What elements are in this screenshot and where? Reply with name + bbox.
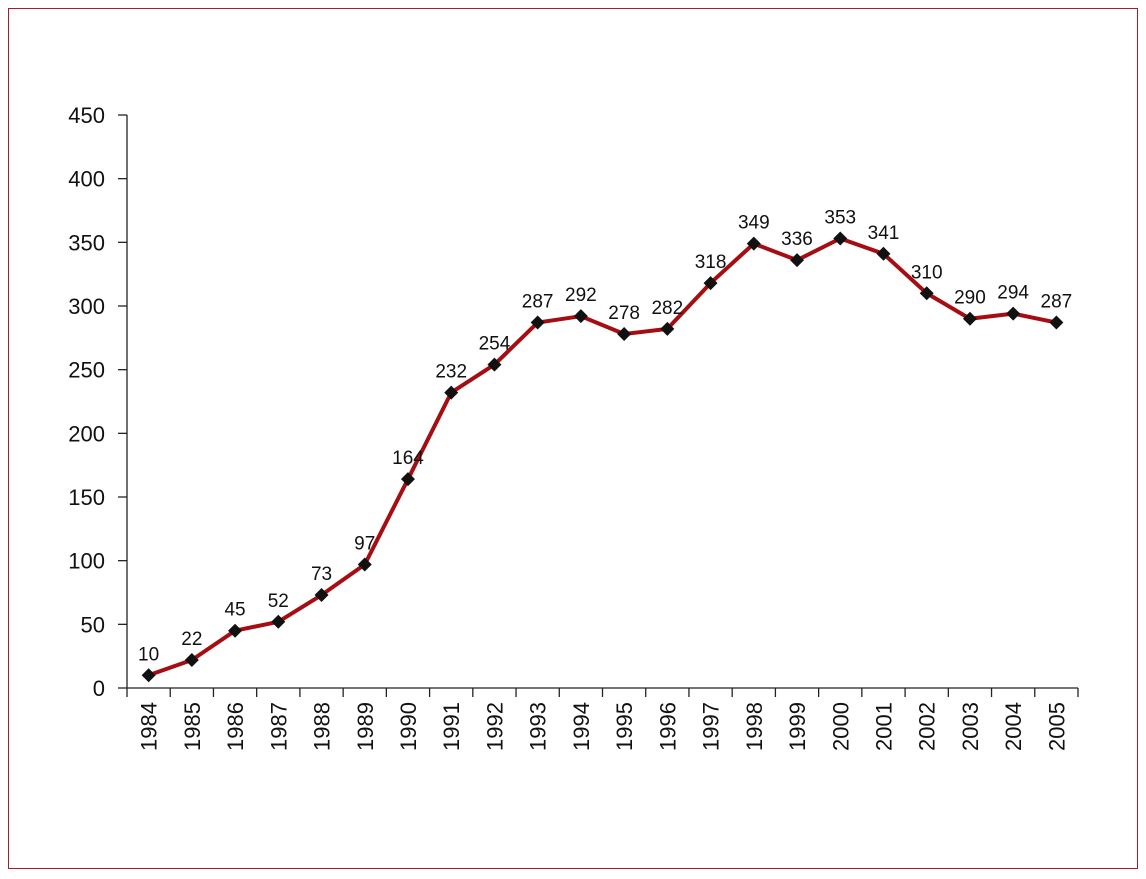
y-tick-label: 0: [93, 676, 105, 701]
data-point-marker: [833, 231, 848, 246]
data-label: 52: [268, 591, 289, 612]
x-tick-label: 1999: [785, 702, 810, 751]
x-tick-label: 2002: [915, 702, 940, 751]
y-tick-label: 100: [68, 549, 105, 574]
data-point-marker: [746, 236, 761, 251]
data-label: 294: [997, 283, 1029, 304]
data-point-marker: [573, 309, 588, 324]
data-label: 287: [522, 292, 554, 313]
x-tick-label: 1998: [742, 702, 767, 751]
x-tick-label: 1991: [439, 702, 464, 751]
data-point-marker: [184, 652, 199, 667]
x-tick-label: 1989: [353, 702, 378, 751]
x-tick-label: 1985: [180, 702, 205, 751]
data-point-marker: [1006, 306, 1021, 321]
data-label: 22: [181, 629, 202, 650]
x-tick-label: 1997: [699, 702, 724, 751]
data-label: 73: [311, 564, 332, 585]
data-point-marker: [919, 286, 934, 301]
data-label: 310: [911, 262, 943, 283]
y-tick-label: 250: [68, 358, 105, 383]
data-point-marker: [357, 557, 372, 572]
data-label: 290: [954, 288, 986, 309]
x-tick-label: 1996: [655, 702, 680, 751]
data-label: 97: [354, 533, 375, 554]
x-tick-label: 1990: [396, 702, 421, 751]
y-tick-label: 350: [68, 230, 105, 255]
data-point-marker: [314, 588, 329, 603]
x-tick-label: 1984: [137, 702, 162, 751]
data-label: 349: [738, 213, 770, 234]
x-tick-label: 1994: [569, 702, 594, 751]
data-point-marker: [617, 327, 632, 342]
data-point-marker: [703, 276, 718, 291]
data-label: 287: [1041, 292, 1073, 313]
x-tick-label: 2001: [871, 702, 896, 751]
data-point-marker: [660, 321, 675, 336]
data-label: 292: [565, 285, 597, 306]
y-tick-label: 50: [81, 612, 105, 637]
x-tick-label: 1986: [223, 702, 248, 751]
data-label: 232: [435, 362, 467, 383]
data-label: 282: [651, 298, 683, 319]
x-tick-label: 1987: [266, 702, 291, 751]
data-point-marker: [444, 385, 459, 400]
x-tick-label: 2000: [828, 702, 853, 751]
y-tick-label: 450: [68, 103, 105, 128]
data-point-marker: [400, 472, 415, 487]
data-point-marker: [962, 311, 977, 326]
data-label: 341: [868, 223, 900, 244]
y-tick-label: 300: [68, 294, 105, 319]
data-point-marker: [141, 668, 156, 683]
y-tick-label: 400: [68, 167, 105, 192]
data-point-marker: [530, 315, 545, 330]
data-label: 318: [695, 252, 727, 273]
x-tick-label: 1992: [482, 702, 507, 751]
series-line: [147, 236, 1057, 678]
x-tick-label: 1993: [526, 702, 551, 751]
data-label: 278: [608, 303, 640, 324]
y-tick-label: 150: [68, 485, 105, 510]
data-label: 336: [781, 229, 813, 250]
data-point-marker: [228, 623, 243, 638]
data-point-marker: [876, 246, 891, 261]
data-point-marker: [271, 614, 286, 629]
chart-frame: [8, 8, 1138, 869]
x-tick-label: 1988: [310, 702, 335, 751]
x-tick-label: 2004: [1001, 702, 1026, 751]
data-label: 353: [824, 208, 856, 229]
data-point-marker: [487, 357, 502, 372]
data-point-marker: [790, 253, 805, 268]
data-label: 45: [224, 600, 245, 621]
data-point-marker: [1049, 315, 1064, 330]
data-label: 254: [479, 334, 511, 355]
x-tick-label: 2005: [1044, 702, 1069, 751]
x-tick-label: 1995: [612, 702, 637, 751]
data-label: 164: [392, 448, 424, 469]
y-tick-label: 200: [68, 421, 105, 446]
data-label: 10: [138, 644, 159, 665]
x-tick-label: 2003: [958, 702, 983, 751]
